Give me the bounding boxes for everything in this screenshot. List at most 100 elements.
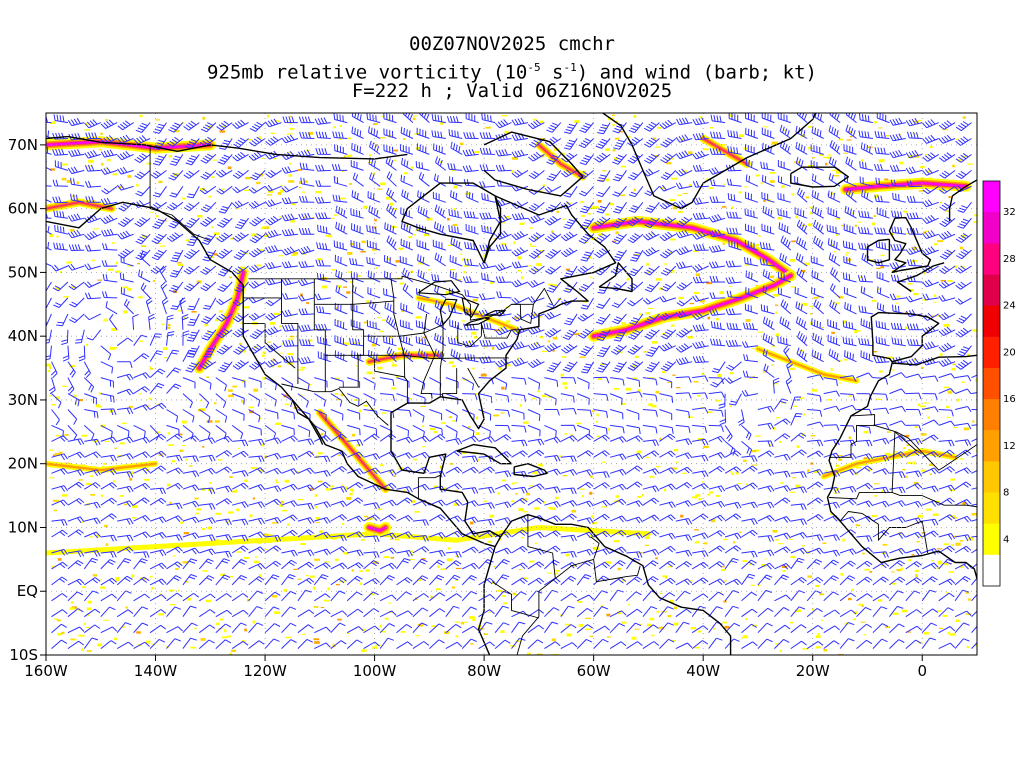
vorticity-speck [351, 569, 354, 572]
wind-barb [842, 272, 857, 283]
vorticity-speck [49, 449, 54, 451]
vorticity-speck [674, 606, 678, 610]
vorticity-speck [86, 607, 92, 611]
vorticity-speck [259, 417, 262, 420]
vorticity-speck [471, 367, 475, 370]
vorticity-speck [680, 514, 684, 518]
vorticity-speck [391, 387, 397, 390]
vorticity-speck [372, 226, 377, 228]
wind-barb [100, 559, 116, 570]
wind-barb [527, 119, 545, 130]
vorticity-speck [164, 357, 168, 359]
vorticity-speck [228, 394, 234, 398]
vorticity-speck [585, 617, 591, 619]
vorticity-speck [698, 498, 702, 501]
vorticity-speck [263, 226, 270, 229]
wind-barb [347, 393, 360, 406]
wind-barb [402, 347, 414, 363]
vorticity-speck [202, 570, 208, 572]
wind-barb [445, 499, 463, 507]
wind-barb [659, 501, 676, 509]
wind-barb [166, 515, 183, 522]
wind-barb [52, 196, 68, 204]
vorticity-speck [98, 392, 102, 395]
vorticity-speck [453, 185, 458, 189]
wind-barb [170, 297, 184, 310]
vorticity-speck [367, 517, 373, 520]
wind-barb [297, 609, 315, 618]
wind-barb [363, 608, 380, 618]
wind-barb [905, 150, 923, 159]
wind-barb [314, 501, 331, 508]
wind-barb [593, 409, 608, 418]
wind-barb [67, 498, 85, 506]
vorticity-speck [908, 155, 914, 159]
vorticity-speck [854, 330, 858, 334]
wind-barb [495, 393, 510, 403]
wind-barb [659, 424, 674, 434]
vorticity-speck [605, 148, 611, 152]
wind-barb [675, 452, 693, 460]
vorticity-speck [49, 233, 54, 237]
vorticity-speck [927, 416, 930, 419]
wind-barb [215, 623, 232, 634]
vorticity-speck [815, 646, 821, 649]
vorticity-speck [884, 452, 891, 456]
wind-barb [102, 273, 118, 283]
wind-barb [860, 350, 874, 363]
wind-barb [265, 343, 282, 353]
wind-barb [762, 285, 775, 299]
vorticity-speck [838, 138, 843, 141]
wind-barb [511, 169, 529, 178]
vorticity-speck [965, 613, 972, 615]
wind-barb [691, 561, 709, 570]
wind-barb [691, 482, 709, 490]
wind-barb [889, 405, 906, 413]
wind-barb [199, 534, 216, 542]
vorticity-speck [810, 435, 816, 437]
wind-barb [281, 639, 297, 649]
wind-barb [544, 607, 560, 618]
wind-barb [84, 451, 101, 459]
vorticity-speck [821, 326, 824, 328]
wind-barb [182, 532, 200, 540]
wind-barb [938, 134, 956, 144]
vorticity-speck [744, 186, 748, 188]
wind-barb [745, 223, 759, 235]
vorticity-speck [182, 445, 186, 447]
wind-barb [774, 562, 791, 570]
wind-barb [676, 281, 693, 291]
vorticity-speck [84, 129, 90, 131]
vorticity-speck [112, 173, 118, 176]
wind-barb [728, 113, 742, 124]
vorticity-speck [704, 542, 708, 545]
vorticity-speck [343, 286, 347, 288]
wind-barb [123, 298, 134, 315]
wind-barb [955, 375, 972, 382]
wind-barb [412, 377, 426, 390]
us-state-lines-17 [511, 303, 534, 324]
wind-barb [856, 606, 872, 618]
wind-barb [297, 377, 310, 391]
lon-tick-label: 80W [467, 662, 501, 680]
vorticity-speck [327, 587, 330, 591]
us-state-lines-15 [467, 367, 480, 388]
vorticity-band-stroke [318, 411, 387, 491]
wind-barb [842, 240, 857, 251]
vorticity-speck [90, 494, 95, 496]
wind-barb [939, 170, 956, 179]
wind-barb [858, 305, 873, 315]
vorticity-speck [713, 628, 716, 630]
vorticity-speck [658, 626, 665, 630]
wind-barb [461, 435, 479, 443]
vorticity-speck [115, 261, 119, 265]
wind-barb [198, 639, 215, 649]
wind-barb [527, 377, 541, 390]
vorticity-speck [503, 602, 507, 605]
alaska-canada-border [149, 144, 211, 241]
wind-barb [67, 409, 78, 425]
wind-barb [737, 409, 745, 426]
vorticity-speck [533, 342, 538, 345]
wind-barb [790, 503, 807, 511]
wind-barb [133, 551, 150, 559]
